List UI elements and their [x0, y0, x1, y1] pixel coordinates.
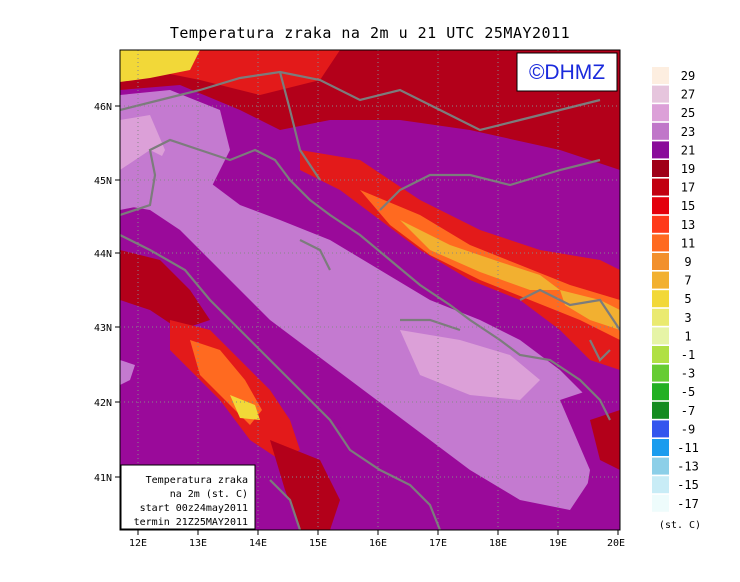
lon-label: 13E: [189, 538, 207, 549]
lat-label: 41N: [94, 473, 112, 484]
legend-swatch: [652, 494, 669, 512]
legend-swatch: [652, 253, 669, 270]
legend-swatch: [652, 215, 669, 233]
legend-swatch: [652, 401, 669, 419]
legend-label: 1: [684, 329, 691, 343]
legend-label: -7: [681, 404, 695, 418]
legend-swatch: [652, 327, 669, 345]
legend-swatch: [652, 104, 669, 122]
legend-label: 17: [681, 181, 695, 195]
legend-swatch: [652, 122, 669, 140]
dhmz-logo: ©DHMZ: [516, 52, 618, 92]
longitude-labels: 12E 13E 14E 15E 16E 17E 18E 19E 20E: [129, 538, 625, 549]
legend-label: 15: [681, 199, 695, 213]
lat-label: 42N: [94, 398, 112, 409]
legend-label: 11: [681, 236, 695, 250]
legend-swatch: [652, 346, 669, 363]
legend-label: -17: [677, 497, 699, 511]
legend-label: 7: [684, 274, 691, 288]
map-title: Temperatura zraka na 2m u 21 UTC 25MAY20…: [169, 24, 571, 42]
grid-lines: [120, 50, 620, 530]
map-frame: [119, 49, 621, 531]
lon-label: 14E: [249, 538, 267, 549]
legend-label: 21: [681, 143, 695, 157]
legend-label: 29: [681, 69, 695, 83]
axis-ticks: [115, 105, 619, 535]
legend-unit: (st. C): [659, 520, 701, 531]
legend-label: 27: [681, 88, 695, 102]
lon-label: 12E: [129, 538, 147, 549]
lon-label: 16E: [369, 538, 387, 549]
legend-label: -1: [681, 348, 695, 362]
coastline-lines: [120, 70, 620, 530]
legend-swatch: [652, 364, 669, 382]
legend-swatch: [652, 197, 669, 215]
lon-label: 18E: [489, 538, 507, 549]
lon-label: 20E: [607, 538, 625, 549]
legend-swatch: [652, 308, 669, 326]
legend-swatch: [652, 160, 669, 177]
info-line-termin: termin 21Z25MAY2011: [134, 517, 248, 528]
legend-label: -3: [681, 367, 695, 381]
lat-label: 44N: [94, 249, 112, 260]
legend-label: 5: [684, 292, 691, 306]
lat-label: 45N: [94, 176, 112, 187]
legend-swatch: [652, 85, 669, 103]
lon-label: 17E: [429, 538, 447, 549]
legend-swatch: [652, 234, 669, 252]
legend-swatch: [652, 383, 669, 401]
legend-swatch: [652, 141, 669, 159]
info-line-start: start 00z24may2011: [140, 503, 248, 514]
legend-swatch: [652, 290, 669, 308]
legend-swatch: [652, 67, 669, 84]
color-legend: 29 27 25 23 21 19 17 15 13 11 9 7 5 3 1 -1 -3 -5 -7 -9 -11 -1…: [652, 67, 699, 512]
legend-label: 23: [681, 125, 695, 139]
info-line-units: na 2m (st. C): [170, 489, 248, 500]
legend-label: 3: [684, 311, 691, 325]
legend-label: -13: [677, 460, 699, 474]
legend-label: 25: [681, 106, 695, 120]
legend-swatch: [652, 476, 669, 494]
legend-swatch: [652, 271, 669, 289]
legend-swatch: [652, 420, 669, 438]
legend-label: 13: [681, 218, 695, 232]
legend-label: 9: [684, 255, 691, 269]
latitude-labels: 41N 42N 43N 44N 45N 46N: [94, 102, 112, 484]
legend-swatch: [652, 439, 669, 456]
info-line-title: Temperatura zraka: [146, 475, 248, 486]
legend-label: -11: [677, 441, 699, 455]
lon-label: 19E: [549, 538, 567, 549]
legend-label: -9: [681, 422, 695, 436]
temperature-field: [120, 50, 620, 530]
lat-label: 46N: [94, 102, 112, 113]
lon-label: 15E: [309, 538, 327, 549]
info-box: Temperatura zraka na 2m (st. C) start 00…: [120, 464, 256, 530]
legend-swatch: [652, 457, 669, 475]
lat-label: 43N: [94, 323, 112, 334]
legend-label: -5: [681, 385, 695, 399]
legend-label: 19: [681, 162, 695, 176]
legend-swatch: [652, 178, 669, 196]
legend-label: -15: [677, 478, 699, 492]
logo-text: ©DHMZ: [529, 61, 605, 84]
